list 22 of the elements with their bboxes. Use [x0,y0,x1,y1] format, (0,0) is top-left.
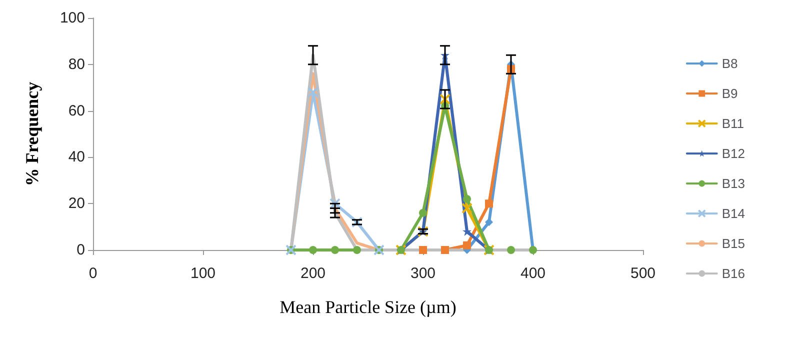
x-tick-label: 400 [520,265,546,282]
y-tick-label: 80 [68,56,85,73]
x-tick-label: 300 [410,265,436,282]
y-axis-title: % Frequency [22,82,42,186]
y-tick-label: 0 [76,242,85,258]
y-tick-label: 100 [60,10,85,26]
legend-label: B16 [722,266,746,281]
legend-label: B8 [722,56,738,71]
legend-label: B12 [722,146,746,161]
legend-label: B11 [722,116,744,131]
x-tick-label: 200 [300,265,326,282]
legend-label: B14 [722,206,746,221]
y-tick-label: 40 [68,148,85,166]
x-axis-title: Mean Particle Size (µm) [280,297,456,317]
legend-label: B9 [722,86,738,101]
legend-label: B13 [722,176,746,191]
x-tick-label: 100 [190,265,216,282]
legend-label: B15 [722,236,746,251]
y-tick-label: 60 [68,102,85,120]
y-tick-label: 20 [68,195,85,212]
x-tick-label: 500 [630,265,656,282]
x-tick-label: 0 [88,265,98,282]
